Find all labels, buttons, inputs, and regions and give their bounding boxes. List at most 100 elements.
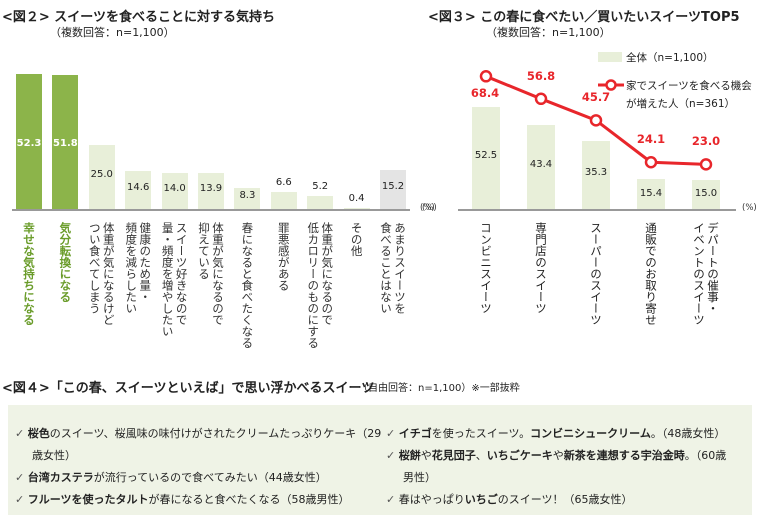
line-value-label: 68.4	[470, 86, 500, 101]
bar	[380, 169, 406, 209]
comment-text: 、	[475, 449, 487, 462]
category-label: その他	[349, 222, 364, 257]
comment-text: や	[420, 449, 432, 462]
data-label: 6.6	[275, 176, 292, 188]
fig2-subtitle: （複数回答：n=1,100）	[50, 26, 175, 39]
fig2-unit: (%)	[420, 203, 435, 213]
fig2-title: <図２> スイーツを食べることに対する気持ち	[2, 10, 276, 25]
bar	[637, 179, 665, 209]
legend-line-swatch	[598, 79, 624, 91]
data-label: 15.2	[381, 181, 405, 193]
line-value-label: 23.0	[691, 134, 721, 149]
data-label: 51.8	[53, 138, 78, 149]
bar	[527, 124, 555, 209]
comment-text: 。（60歳	[684, 449, 727, 462]
comment-text: や	[552, 449, 564, 462]
data-label: 5.2	[312, 180, 329, 192]
fig3-unit-left: (%)	[422, 203, 437, 213]
line-point	[479, 70, 493, 83]
comment-text: を使ったスイーツ。	[431, 427, 531, 440]
comment-text: 新茶を連想する宇治金時	[563, 449, 685, 462]
legend-line-label-1: 家でスイーツを食べる機会	[626, 80, 752, 92]
data-label: 13.9	[199, 183, 223, 195]
fig4-note: （自由回答：n=1,100）※一部抜粋	[358, 383, 520, 394]
comment-text: コンビニシュークリーム	[530, 427, 651, 440]
comment-item: ✓ 桜色のスイーツ、桜風味の味付けがされたクリームたっぷりケーキ（29	[15, 423, 381, 445]
comment-item: ✓ 台湾カステラが流行っているので食べてみたい（44歳女性）	[15, 467, 327, 489]
check-icon: ✓	[15, 427, 28, 440]
data-label: 52.3	[16, 138, 42, 149]
line-point	[534, 92, 548, 106]
line-value-label: 24.1	[636, 132, 666, 147]
bar	[270, 191, 297, 209]
line-value-label: 45.7	[581, 90, 611, 105]
bar-value-label: 43.4	[529, 158, 553, 170]
fig3-title: <図３> この春に食べたい／買いたいスイーツTOP5	[428, 10, 740, 25]
bar	[692, 179, 720, 209]
category-label: スイーツ好きなので 量・頻度を増やしたい	[160, 222, 189, 337]
line-series	[479, 70, 713, 171]
bar	[52, 75, 79, 209]
line-point	[644, 155, 658, 169]
comment-text: いちごケーキ	[486, 449, 553, 462]
bar	[161, 172, 188, 209]
fig4-comment-box	[8, 405, 752, 515]
fig2-axis	[12, 209, 410, 211]
data-label: 25.0	[90, 168, 113, 180]
bar	[198, 173, 224, 209]
check-icon: ✓	[386, 427, 399, 440]
line-value-label: 56.8	[526, 68, 556, 83]
bar	[234, 187, 261, 209]
category-label: デパートの催事・ イベントのスイーツ	[692, 222, 720, 326]
comment-item: ✓ イチゴを使ったスイーツ。コンビニシュークリーム。（48歳女性）	[386, 423, 725, 445]
bar-value-label: 35.3	[584, 166, 608, 178]
comment-text: が春になると食べたくなる（58歳男性）	[148, 493, 350, 506]
comment-item: ✓ 桜餅や花見団子、いちごケーキや新茶を連想する宇治金時。（60歳	[386, 445, 726, 467]
comment-continuation: 男性）	[403, 471, 436, 484]
bar-value-label: 15.4	[639, 188, 663, 200]
comment-text: 桜餅	[398, 449, 421, 462]
line-point	[699, 158, 713, 171]
comment-text: 桜色	[27, 427, 50, 440]
comment-text: のスイーツ！（65歳女性）	[497, 493, 633, 506]
category-label: 気分転換になる	[58, 222, 73, 303]
fig3-axis	[458, 209, 736, 211]
category-label: 専門店のスイーツ	[534, 222, 548, 314]
category-label: 健康のため量・ 頻度を減らしたい	[124, 222, 153, 314]
category-label: 通販でのお取り寄せ	[644, 222, 658, 326]
legend-line-label-2: が増えた人（n=361）	[626, 98, 735, 110]
check-icon: ✓	[15, 493, 28, 506]
comment-item: ✓ フルーツを使ったタルトが春になると食べたくなる（58歳男性）	[15, 489, 350, 511]
fig3-subtitle: （複数回答：n=1,100）	[486, 26, 611, 39]
category-label: 体重が気になるけど つい食べてしまう	[87, 222, 116, 326]
fig4-title: <図４>「この春、スイーツといえば」で思い浮かべるスイーツ	[2, 381, 375, 396]
category-label: コンビニスイーツ	[479, 222, 493, 314]
bar	[307, 195, 334, 209]
category-label: あまりスイーツを 食べることはない	[379, 222, 407, 314]
comment-text: フルーツを使ったタルト	[27, 493, 149, 506]
comment-continuation: 歳女性）	[32, 449, 76, 462]
bar	[472, 107, 500, 209]
bar	[343, 207, 370, 209]
bar	[88, 144, 115, 209]
comment-text: いちご	[464, 493, 498, 506]
data-label: 0.4	[348, 192, 365, 204]
line-point	[589, 114, 603, 127]
bar	[16, 74, 42, 209]
check-icon: ✓	[15, 471, 28, 484]
bar	[582, 140, 610, 209]
category-label: スーパーのスイーツ	[589, 222, 603, 326]
fig3-unit-right: (%)	[742, 203, 757, 213]
comment-text: が流行っているので食べてみたい（44歳女性）	[93, 471, 327, 484]
comment-text: 。（48歳女性）	[650, 427, 726, 440]
comment-text: イチゴ	[398, 427, 432, 440]
check-icon: ✓	[386, 493, 399, 506]
comment-text: 春はやっぱり	[398, 493, 465, 506]
comment-item: ✓ 春はやっぱりいちごのスイーツ！（65歳女性）	[386, 489, 633, 511]
bar-value-label: 15.0	[694, 188, 718, 200]
bar-value-label: 52.5	[474, 150, 498, 162]
check-icon: ✓	[386, 449, 399, 462]
data-label: 8.3	[239, 190, 256, 202]
legend-bar-swatch	[598, 52, 622, 62]
category-label: 体重が気になるので 低カロリーのものにする	[306, 222, 335, 349]
